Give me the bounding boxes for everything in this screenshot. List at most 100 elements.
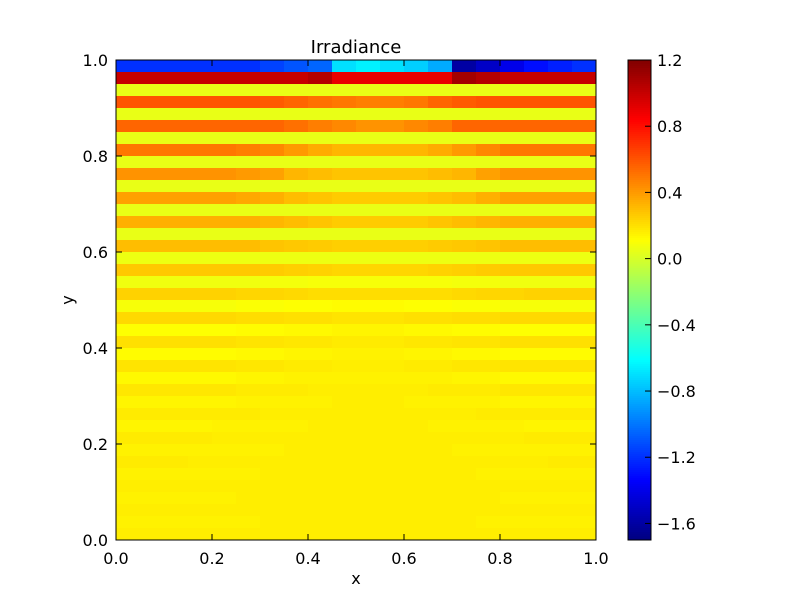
- colorbar-strip: [628, 292, 651, 294]
- heatmap-cell: [476, 216, 500, 228]
- heatmap-cell: [164, 156, 188, 168]
- heatmap-cell: [212, 120, 236, 132]
- heatmap-cell: [548, 60, 572, 72]
- heatmap-cell: [356, 96, 380, 108]
- heatmap-cell: [572, 180, 596, 192]
- heatmap-cell: [476, 240, 500, 252]
- colorbar-strip: [628, 118, 651, 120]
- heatmap-cell: [572, 480, 596, 492]
- heatmap-cell: [212, 168, 236, 180]
- heatmap-cell: [404, 288, 428, 300]
- heatmap-cell: [548, 96, 572, 108]
- colorbar-strip: [628, 496, 651, 498]
- heatmap-cell: [308, 168, 332, 180]
- heatmap-cell: [380, 336, 404, 348]
- colorbar-strip: [628, 68, 651, 70]
- heatmap-cell: [188, 120, 212, 132]
- heatmap-cell: [116, 144, 140, 156]
- heatmap-cell: [380, 96, 404, 108]
- heatmap-cell: [332, 324, 356, 336]
- heatmap-cell: [236, 60, 260, 72]
- colorbar-strip: [628, 112, 651, 114]
- heatmap-cell: [476, 468, 500, 480]
- heatmap-cell: [116, 276, 140, 288]
- heatmap-cell: [332, 504, 356, 516]
- heatmap-cell: [188, 324, 212, 336]
- heatmap-cell: [524, 528, 548, 540]
- heatmap-cell: [284, 60, 308, 72]
- colorbar-strip: [628, 402, 651, 404]
- heatmap-cell: [500, 216, 524, 228]
- heatmap-cell: [236, 360, 260, 372]
- heatmap-cell: [236, 264, 260, 276]
- heatmap-cell: [140, 252, 164, 264]
- heatmap-cell: [476, 408, 500, 420]
- heatmap-cell: [308, 528, 332, 540]
- heatmap-cell: [476, 300, 500, 312]
- heatmap-cell: [356, 300, 380, 312]
- heatmap-cell: [380, 528, 404, 540]
- colorbar-strip: [628, 428, 651, 430]
- heatmap-cell: [212, 84, 236, 96]
- heatmap-cell: [524, 204, 548, 216]
- heatmap-cell: [452, 324, 476, 336]
- heatmap-cell: [164, 528, 188, 540]
- colorbar-strip: [628, 528, 651, 530]
- heatmap-cell: [332, 168, 356, 180]
- heatmap-cell: [428, 528, 452, 540]
- heatmap-cell: [548, 192, 572, 204]
- colorbar-strip: [628, 458, 651, 460]
- heatmap-cell: [524, 456, 548, 468]
- heatmap-cell: [404, 312, 428, 324]
- heatmap-cell: [404, 108, 428, 120]
- heatmap-cell: [524, 360, 548, 372]
- colorbar-strip: [628, 296, 651, 298]
- heatmap-cell: [548, 300, 572, 312]
- heatmap-cell: [404, 144, 428, 156]
- heatmap-cell: [356, 168, 380, 180]
- heatmap-cell: [212, 456, 236, 468]
- heatmap-cell: [116, 492, 140, 504]
- heatmap-cell: [404, 60, 428, 72]
- heatmap-cell: [284, 312, 308, 324]
- heatmap-cell: [212, 444, 236, 456]
- heatmap-cell: [140, 468, 164, 480]
- colorbar-strip: [628, 184, 651, 186]
- heatmap-cell: [332, 204, 356, 216]
- heatmap-cell: [308, 276, 332, 288]
- heatmap-cell: [164, 396, 188, 408]
- heatmap-cell: [284, 180, 308, 192]
- heatmap-cell: [236, 492, 260, 504]
- heatmap-cell: [524, 432, 548, 444]
- colorbar-strip: [628, 182, 651, 184]
- heatmap-cell: [188, 300, 212, 312]
- heatmap-cell: [260, 60, 284, 72]
- colorbar-strip: [628, 210, 651, 212]
- heatmap-cell: [260, 252, 284, 264]
- colorbar-strip: [628, 94, 651, 96]
- heatmap-cell: [500, 468, 524, 480]
- colorbar-tick-label: 1.2: [657, 51, 682, 70]
- heatmap-cell: [476, 420, 500, 432]
- heatmap-cell: [500, 204, 524, 216]
- heatmap-cell: [380, 108, 404, 120]
- heatmap-cell: [428, 120, 452, 132]
- heatmap-cell: [524, 288, 548, 300]
- heatmap-cell: [332, 384, 356, 396]
- heatmap-cell: [260, 432, 284, 444]
- heatmap-cell: [548, 456, 572, 468]
- colorbar-strip: [628, 346, 651, 348]
- heatmap-cell: [548, 348, 572, 360]
- heatmap-cell: [212, 96, 236, 108]
- heatmap-cell: [452, 408, 476, 420]
- colorbar-strip: [628, 422, 651, 424]
- heatmap-cell: [476, 72, 500, 84]
- colorbar-strip: [628, 154, 651, 156]
- colorbar-strip: [628, 538, 651, 540]
- heatmap-cell: [116, 132, 140, 144]
- colorbar-strip: [628, 378, 651, 380]
- heatmap-cell: [572, 396, 596, 408]
- heatmap-cell: [284, 168, 308, 180]
- heatmap-cell: [140, 516, 164, 528]
- heatmap-cell: [572, 468, 596, 480]
